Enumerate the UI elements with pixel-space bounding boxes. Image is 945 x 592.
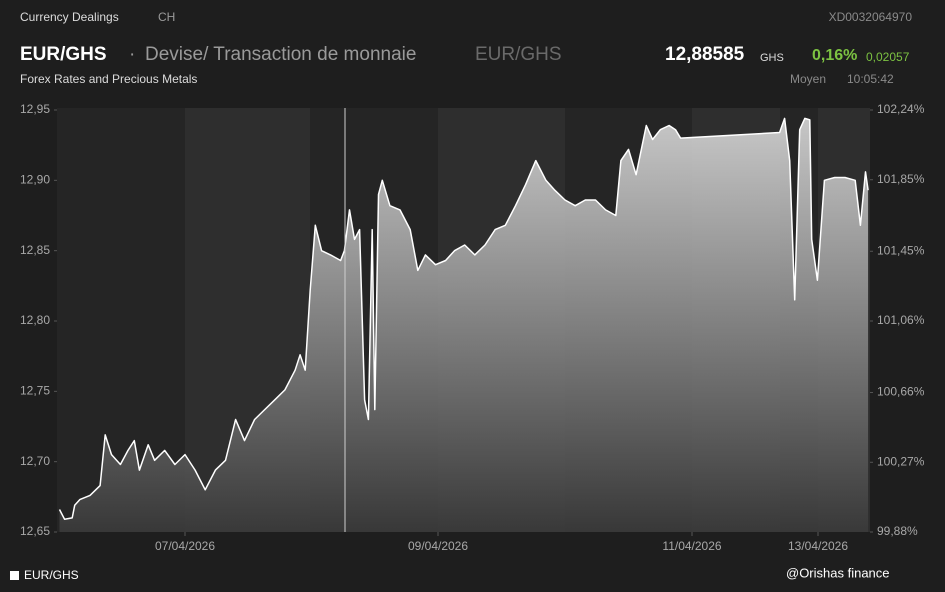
area: [59, 118, 869, 533]
x-tick-label: 13/04/2026: [788, 539, 848, 553]
x-tick-label: 09/04/2026: [408, 539, 468, 553]
y2-tick-label: 101,85%: [877, 172, 925, 186]
legend-swatch: [10, 571, 19, 580]
y2-tick-label: 101,06%: [877, 313, 925, 327]
y-tick-label: 12,65: [20, 524, 50, 538]
credit: @Orishas finance: [786, 565, 890, 580]
separator: ·: [129, 44, 135, 65]
symbol-secondary: EUR/GHS: [475, 44, 562, 65]
x-tick-label: 07/04/2026: [155, 539, 215, 553]
isin: XD0032064970: [829, 10, 913, 24]
time: 10:05:42: [847, 72, 894, 86]
y-tick-label: 12,80: [20, 313, 50, 327]
section: Currency Dealings: [20, 10, 119, 24]
y2-tick-label: 101,45%: [877, 243, 925, 257]
currency: GHS: [760, 52, 784, 64]
y-tick-label: 12,95: [20, 102, 50, 116]
line: [58, 117, 869, 521]
y2-tick-label: 99,88%: [877, 524, 918, 538]
category: Forex Rates and Precious Metals: [20, 72, 197, 86]
price: 12,88585: [665, 44, 745, 65]
symbol: EUR/GHS: [20, 44, 107, 65]
price-type: Moyen: [790, 72, 826, 86]
y-tick-label: 12,85: [20, 243, 50, 257]
y-tick-label: 12,75: [20, 384, 50, 398]
y2-tick-label: 102,24%: [877, 102, 925, 116]
legend-label[interactable]: EUR/GHS: [24, 568, 79, 582]
change: 0,02057: [866, 50, 910, 64]
y2-tick-label: 100,66%: [877, 385, 925, 399]
change-percent: 0,16%: [812, 47, 857, 64]
plot: [58, 117, 869, 533]
y2-tick-label: 100,27%: [877, 454, 925, 468]
x-tick-label: 11/04/2026: [662, 539, 721, 553]
y-tick-label: 12,90: [20, 173, 50, 187]
description: Devise/ Transaction de monnaie: [145, 44, 416, 65]
y-tick-label: 12,70: [20, 454, 50, 468]
country: CH: [158, 10, 175, 24]
